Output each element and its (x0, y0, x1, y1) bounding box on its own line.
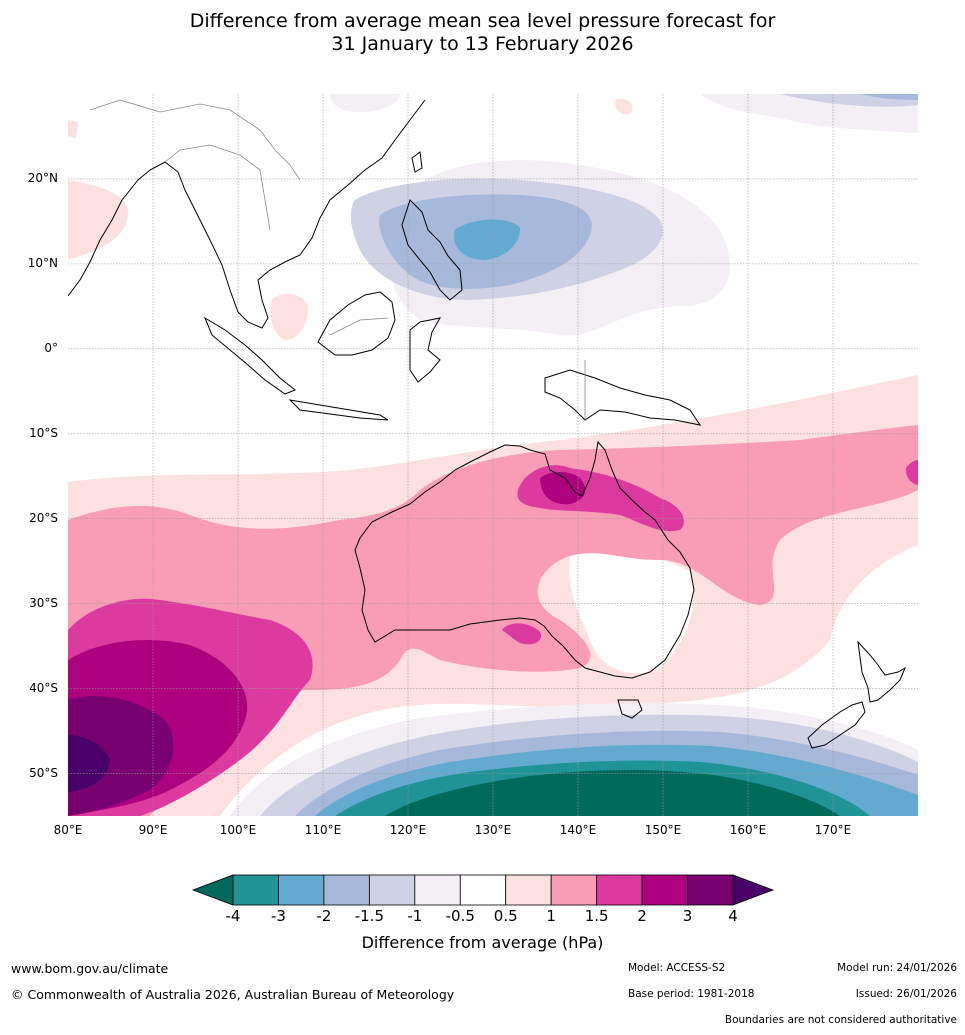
colorbar (191, 874, 775, 906)
colorbar-tick-label: 1 (546, 907, 556, 925)
coastline-tasmania (617, 699, 643, 719)
longitude-label: 160°E (729, 823, 767, 837)
contour-2-australia (540, 472, 586, 505)
title-line-2: 31 January to 13 February 2026 (331, 33, 634, 55)
colorbar-segment (459, 874, 507, 906)
longitude-label: 120°E (389, 823, 427, 837)
latitude-label: 20°S (29, 510, 58, 525)
contour-neg0.5-north-west (330, 94, 400, 112)
longitude-label: 150°E (644, 823, 682, 837)
colorbar-segment (278, 874, 325, 906)
colorbar-segment (368, 874, 416, 906)
map-title: Difference from average mean sea level p… (0, 10, 965, 56)
coastline-borneo (317, 291, 396, 356)
border-mainland-asia (89, 99, 301, 231)
base-period-text: Base period: 1981-2018 (628, 988, 755, 1000)
longitude-label: 140°E (559, 823, 597, 837)
colorbar-extend-low (191, 874, 234, 906)
colorbar-segment (687, 874, 734, 906)
contour-3-southwest (68, 696, 174, 816)
contour-4-southwest (68, 735, 110, 792)
contour-neg1.5-north-edge (860, 94, 918, 100)
contour-1.5-pacific-edge (905, 460, 918, 485)
colorbar-tick-label: 2 (637, 907, 647, 925)
contour-1.5-bight (502, 623, 541, 645)
latitude-label: 10°S (29, 425, 58, 440)
coastline-nz-north (857, 640, 907, 703)
longitude-label: 80°E (53, 823, 83, 837)
colorbar-tick-label: 4 (728, 907, 738, 925)
colorbar-extend-high (732, 874, 775, 906)
coastline-nz-south (807, 701, 866, 749)
copyright-text: © Commonwealth of Australia 2026, Austra… (11, 987, 455, 1002)
colorbar-segment (414, 874, 461, 906)
contour-0.5-north-small (614, 98, 633, 115)
colorbar-segment (232, 874, 279, 906)
latitude-label: 10°N (27, 255, 58, 270)
colorbar-tick-label: -0.5 (445, 907, 475, 925)
coastline-taiwan (411, 151, 423, 173)
colorbar-tick-label: 1.5 (584, 907, 609, 925)
colorbar-segment (505, 874, 552, 906)
colorbar-tick-label: -1.5 (354, 907, 384, 925)
map-area (68, 94, 918, 816)
coastline-philippines (401, 199, 463, 301)
latitude-label: 0° (44, 340, 58, 355)
contour-neg4-south (385, 770, 840, 816)
coastline-sumatra (203, 316, 296, 395)
colorbar-tick-label: 3 (682, 907, 693, 925)
coastlines (68, 99, 907, 749)
title-line-1: Difference from average mean sea level p… (189, 10, 776, 32)
colorbar-tick-label: 0.5 (493, 907, 518, 925)
coastline-asia-mainland (68, 99, 426, 329)
contour-0.5-north-west (68, 180, 129, 260)
latitude-label: 50°S (29, 765, 58, 780)
website-link[interactable]: www.bom.gov.au/climate (11, 961, 169, 976)
contour-0.5-northwest-corner (68, 120, 78, 138)
contour-0.5-gulf-thailand (270, 293, 309, 340)
longitude-label: 170°E (814, 823, 852, 837)
colorbar-title: Difference from average (hPa) (361, 933, 604, 952)
issued-text: Issued: 26/01/2026 (855, 988, 957, 1000)
longitude-label: 130°E (474, 823, 512, 837)
colorbar-segment (323, 874, 370, 906)
model-run-text: Model run: 24/01/2026 (837, 962, 957, 974)
longitude-label: 100°E (219, 823, 257, 837)
colorbar-segment (641, 874, 688, 906)
latitude-label: 30°S (29, 595, 58, 610)
colorbar-tick-label: -4 (225, 907, 241, 925)
colorbar-tick-label: -1 (407, 907, 423, 925)
coastline-australia (354, 440, 695, 679)
colorbar-tick-label: -2 (316, 907, 332, 925)
contour-neg2-north (454, 219, 520, 260)
latitude-label: 40°S (29, 680, 58, 695)
coastline-java (288, 399, 389, 421)
coastline-sulawesi (409, 317, 441, 383)
colorbar-segment (596, 874, 643, 906)
longitude-label: 110°E (304, 823, 342, 837)
latitude-label: 20°N (27, 170, 58, 185)
colorbar-tick-label: -3 (270, 907, 286, 925)
longitude-label: 90°E (138, 823, 168, 837)
country-borders (89, 99, 586, 420)
border-borneo (329, 317, 389, 336)
model-text: Model: ACCESS-S2 (628, 962, 726, 974)
disclaimer-text: Boundaries are not considered authoritat… (724, 1014, 957, 1026)
colorbar-segment (550, 874, 598, 906)
contour-neutral-se-australia (569, 552, 694, 673)
coastline-new-guinea (544, 369, 702, 426)
graticule (68, 94, 918, 816)
